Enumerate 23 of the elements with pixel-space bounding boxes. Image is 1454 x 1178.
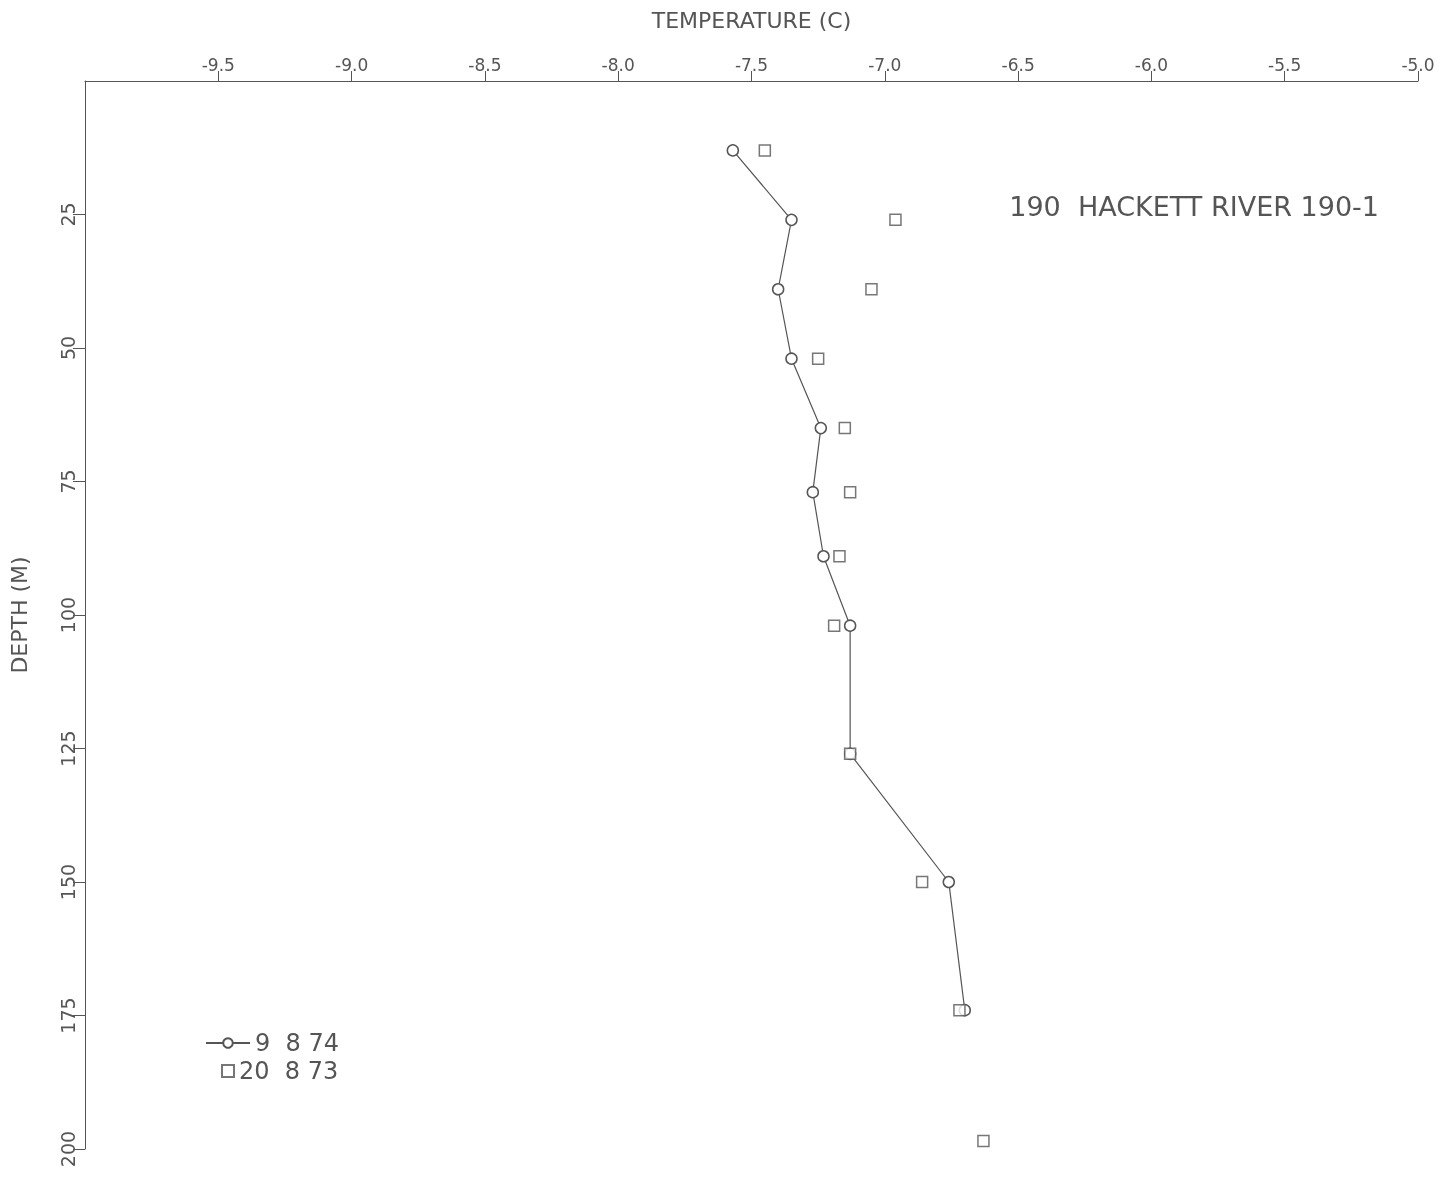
x-tick-label: -9.0 (335, 54, 369, 75)
x-axis-title: TEMPERATURE (C) (650, 7, 852, 33)
y-tick-label: 200 (56, 1130, 79, 1168)
y-tick-label: 50 (56, 335, 79, 361)
x-tick-label: -7.5 (734, 54, 769, 75)
legend-label: 20 8 73 (239, 1057, 339, 1085)
y-tick-label: 25 (56, 202, 79, 227)
x-tick-label: -6.5 (1001, 54, 1035, 75)
y-tick-label: 125 (56, 730, 79, 767)
y-tick-label: 75 (56, 469, 79, 494)
y-axis-title: DEPTH (M) (6, 556, 32, 674)
y-tick-label: 150 (56, 863, 79, 901)
x-tick-label: -7.0 (868, 54, 902, 75)
y-tick-label: 175 (56, 997, 79, 1034)
x-tick-label: -8.5 (468, 54, 502, 75)
x-tick-label: -5.5 (1268, 54, 1302, 75)
x-tick-label: -6.0 (1134, 54, 1168, 75)
legend-label: 9 8 74 (255, 1029, 339, 1057)
y-tick-label: 100 (56, 596, 79, 634)
x-tick-label: -5.0 (1401, 54, 1435, 75)
annotation: 190 HACKETT RIVER 190-1 (1009, 191, 1380, 222)
x-tick-label: -8.0 (601, 54, 635, 75)
x-tick-label: -9.5 (201, 54, 235, 75)
